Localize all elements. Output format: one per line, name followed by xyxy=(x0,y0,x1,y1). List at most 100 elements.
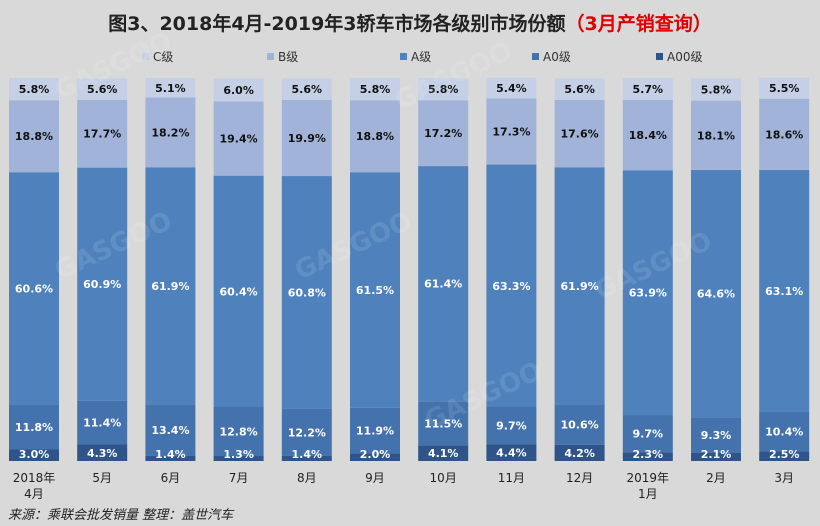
legend-item: A0级 xyxy=(532,50,571,64)
data-label: 5.4% xyxy=(496,82,527,95)
bar-stack: 1.4% 13.4% 61.9% 18.2% 5.1% xyxy=(145,78,196,461)
bar-segment xyxy=(759,169,810,412)
data-label: 4.1% xyxy=(428,447,459,460)
x-tick-label: 7月 xyxy=(229,471,249,485)
data-label: 60.4% xyxy=(220,285,258,298)
x-axis-ticks: 2018年 4月 5月 6月 7月 8月 9月 10月 11月 12月 2019年 1月 2月 3月 xyxy=(13,471,794,501)
bar-segment xyxy=(9,449,59,461)
bar-segment xyxy=(622,452,673,461)
x-tick-label: 8月 xyxy=(297,471,317,485)
data-label: 61.5% xyxy=(356,284,394,297)
bar-segment xyxy=(691,452,741,461)
data-label: 3.0% xyxy=(19,448,50,461)
x-tick-label: 5月 xyxy=(92,471,112,485)
data-label: 64.6% xyxy=(697,288,735,301)
bar-stack: 3.0% 11.8% 60.6% 18.8% 5.8% xyxy=(9,78,59,461)
bar-segment xyxy=(77,167,128,401)
data-label: 19.4% xyxy=(220,133,258,146)
data-label: 6.0% xyxy=(223,84,254,97)
data-label: 11.4% xyxy=(83,417,121,430)
data-label: 9.3% xyxy=(701,429,732,442)
data-label: 12.2% xyxy=(288,426,326,439)
data-label: 5.6% xyxy=(564,83,595,96)
source-note: 来源：乘联会批发销量 整理：盖世汽车 xyxy=(8,508,235,523)
bar-segment xyxy=(213,101,264,176)
bar-segment xyxy=(622,99,673,171)
bar-segment xyxy=(9,172,59,405)
legend-item: A00级 xyxy=(656,50,702,64)
bar-stack: 4.4% 9.7% 63.3% 17.3% 5.4% xyxy=(486,77,537,461)
bar-segment xyxy=(418,166,469,402)
data-label: 5.8% xyxy=(19,83,50,96)
data-label: 4.2% xyxy=(564,447,595,460)
data-label: 12.8% xyxy=(220,426,258,439)
data-label: 17.6% xyxy=(561,128,599,141)
data-label: 61.9% xyxy=(151,280,189,293)
bar-segment xyxy=(350,172,400,408)
x-tick-label: 4月 xyxy=(24,487,44,501)
data-label: 61.9% xyxy=(561,280,599,293)
bar-segment xyxy=(213,406,264,457)
bar-segment xyxy=(281,99,332,177)
bar-segment xyxy=(145,167,196,405)
bar-segment xyxy=(622,415,673,453)
bar-segment xyxy=(759,411,810,452)
bar-segment xyxy=(691,169,741,418)
bar-stack: 4.3% 11.4% 60.9% 17.7% 5.6% xyxy=(77,78,128,461)
data-label: 11.5% xyxy=(424,417,462,430)
data-label: 9.7% xyxy=(633,428,664,441)
data-label: 11.8% xyxy=(15,421,53,434)
data-label: 5.6% xyxy=(292,83,323,96)
data-label: 2.0% xyxy=(360,448,391,461)
x-tick-label: 2019年 xyxy=(627,471,670,485)
bar-segment xyxy=(691,78,741,101)
data-label: 17.3% xyxy=(492,125,530,138)
bar-segment xyxy=(486,406,537,445)
bar-segment xyxy=(9,100,59,173)
x-tick-label: 10月 xyxy=(430,471,457,485)
bar-segment xyxy=(281,455,332,461)
chart-title-highlight: （3月产销查询） xyxy=(566,12,712,35)
bar-segment xyxy=(77,99,128,168)
data-label: 19.9% xyxy=(288,132,326,145)
legend-item: A级 xyxy=(400,50,431,64)
bar-segment xyxy=(9,404,59,450)
legend-label: B级 xyxy=(278,50,298,64)
bar-segment xyxy=(486,444,537,461)
bar-stack: 2.0% 11.9% 61.5% 18.8% 5.8% xyxy=(350,78,400,461)
bar-segment xyxy=(486,98,537,165)
data-label: 4.4% xyxy=(496,447,527,460)
bar-segment xyxy=(418,445,469,461)
data-label: 18.8% xyxy=(356,130,394,143)
bar-segment xyxy=(213,78,264,102)
data-label: 5.8% xyxy=(428,83,459,96)
data-label: 18.6% xyxy=(765,128,803,141)
bar-stack: 1.4% 12.2% 60.8% 19.9% 5.6% xyxy=(281,78,332,461)
legend-swatch xyxy=(400,53,407,60)
data-label: 1.4% xyxy=(292,448,323,461)
bar-segment xyxy=(145,78,196,98)
bar-segment xyxy=(622,78,673,100)
bar-stack: 2.1% 9.3% 64.6% 18.1% 5.8% xyxy=(691,78,741,461)
chart-title: 图3、2018年4月-2019年3轿车市场各级别市场份额（3月产销查询） xyxy=(108,12,712,35)
bar-segment xyxy=(554,444,605,461)
data-label: 5.8% xyxy=(360,83,391,96)
bar-segment xyxy=(281,408,332,456)
bar-segment xyxy=(418,100,469,167)
legend-label: C级 xyxy=(153,50,173,64)
bar-segment xyxy=(77,78,128,100)
legend-label: A级 xyxy=(411,50,431,64)
x-tick-label: 12月 xyxy=(566,471,593,485)
data-label: 5.5% xyxy=(769,82,800,95)
bar-stack: 4.1% 11.5% 61.4% 17.2% 5.8% xyxy=(418,78,469,461)
bar-segment xyxy=(145,97,196,168)
bar-segment xyxy=(213,175,264,407)
bars-group: 3.0% 11.8% 60.6% 18.8% 5.8% 4.3% 11.4% 60.9% 17.… xyxy=(9,77,810,461)
data-label: 63.9% xyxy=(629,287,667,300)
data-label: 2.5% xyxy=(769,448,800,461)
bar-segment xyxy=(350,453,400,461)
data-label: 63.1% xyxy=(765,285,803,298)
x-tick-label: 2月 xyxy=(706,471,726,485)
